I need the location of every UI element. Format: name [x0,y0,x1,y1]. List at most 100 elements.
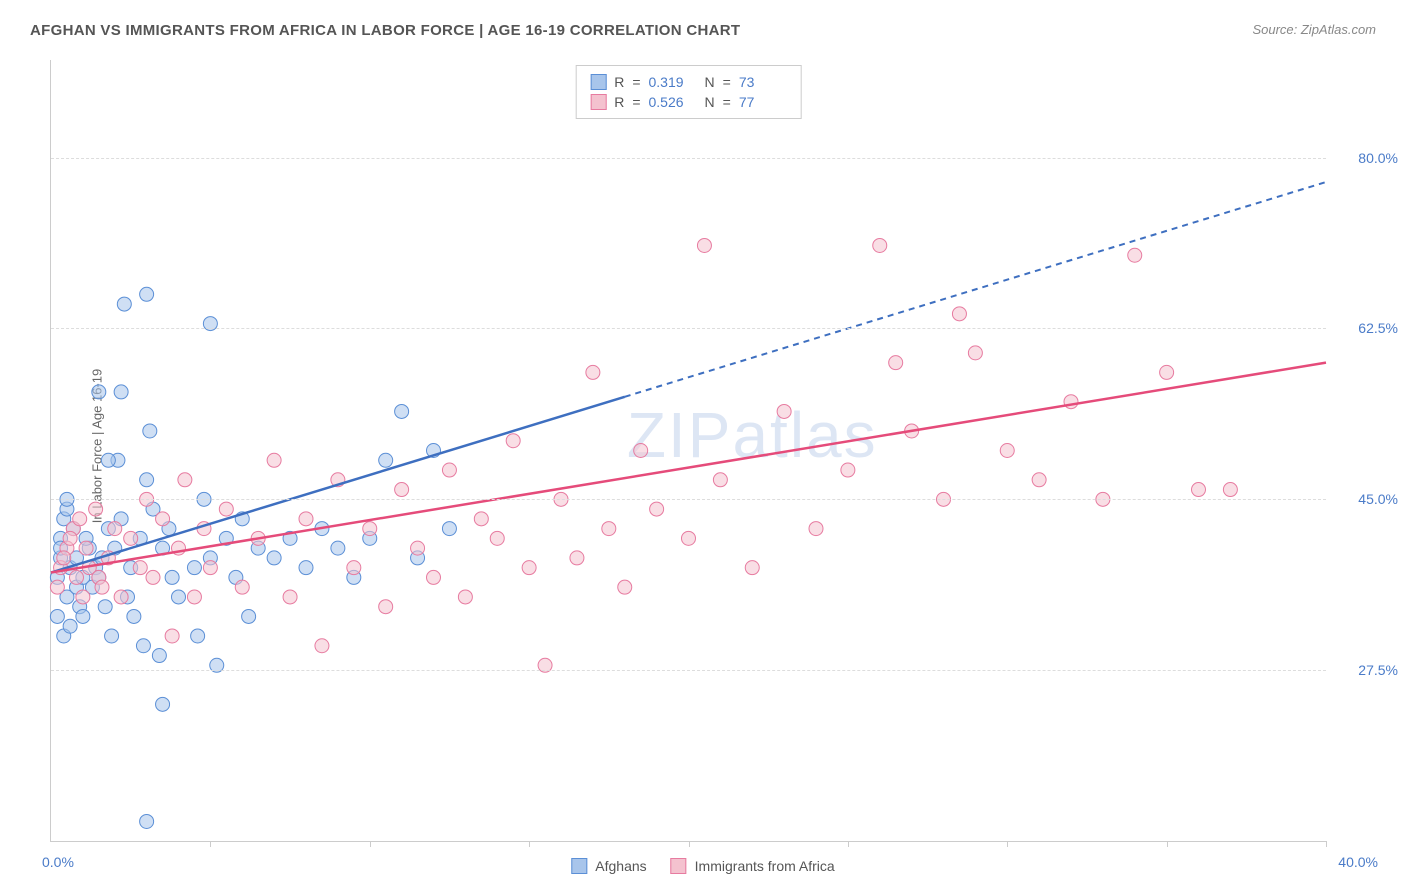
data-point [187,561,201,575]
data-point [506,434,520,448]
data-point [165,570,179,584]
data-point [1192,483,1206,497]
n-value-1: 73 [739,74,787,90]
legend-swatch-2 [671,858,687,874]
data-point [1160,365,1174,379]
data-point [50,609,64,623]
data-point [395,483,409,497]
x-tick [529,841,530,847]
x-tick [1326,841,1327,847]
chart-title: AFGHAN VS IMMIGRANTS FROM AFRICA IN LABO… [30,22,740,39]
data-point [187,590,201,604]
gridline [51,670,1326,671]
data-point [143,424,157,438]
data-point [1000,444,1014,458]
stats-row-2: R = 0.526 N = 77 [590,92,787,112]
data-point [968,346,982,360]
r-label: R [614,74,624,90]
data-point [299,561,313,575]
data-point [235,580,249,594]
data-point [63,531,77,545]
data-point [809,522,823,536]
data-point [777,404,791,418]
trend-line-dash [625,182,1326,397]
data-point [697,238,711,252]
x-tick [370,841,371,847]
data-point [191,629,205,643]
data-point [114,590,128,604]
data-point [331,541,345,555]
legend-swatch-1 [571,858,587,874]
x-tick [689,841,690,847]
data-point [602,522,616,536]
data-point [203,561,217,575]
legend-label-1: Afghans [595,858,646,874]
swatch-series-1 [590,74,606,90]
r-value-1: 0.319 [649,74,697,90]
data-point [618,580,632,594]
data-point [114,385,128,399]
data-point [1032,473,1046,487]
data-point [156,512,170,526]
eq-sign: = [723,94,731,110]
data-point [682,531,696,545]
data-point [267,551,281,565]
data-point [127,609,141,623]
eq-sign: = [632,74,640,90]
data-point [347,561,361,575]
x-max-label: 40.0% [1338,854,1378,870]
data-point [442,463,456,477]
data-point [117,297,131,311]
r-value-2: 0.526 [649,94,697,110]
data-point [76,609,90,623]
data-point [841,463,855,477]
bottom-legend: Afghans Immigrants from Africa [571,858,834,874]
y-tick-label: 27.5% [1358,662,1398,678]
x-tick [848,841,849,847]
data-point [873,238,887,252]
data-point [152,649,166,663]
data-point [283,590,297,604]
data-point [411,541,425,555]
data-point [70,570,84,584]
data-point [299,512,313,526]
legend-label-2: Immigrants from Africa [695,858,835,874]
n-label: N [705,94,715,110]
data-point [92,385,106,399]
stats-row-1: R = 0.319 N = 73 [590,72,787,92]
data-point [140,814,154,828]
eq-sign: = [632,94,640,110]
gridline [51,328,1326,329]
data-point [650,502,664,516]
data-point [76,590,90,604]
plot-area: ZIPatlas R = 0.319 N = 73 R = 0.526 N = … [50,60,1326,842]
data-point [178,473,192,487]
data-point [458,590,472,604]
n-label: N [705,74,715,90]
data-point [146,570,160,584]
legend-item-1: Afghans [571,858,646,874]
data-point [379,453,393,467]
data-point [79,541,93,555]
data-point [522,561,536,575]
data-point [1128,248,1142,262]
x-origin-label: 0.0% [42,854,74,870]
data-point [98,600,112,614]
eq-sign: = [723,74,731,90]
data-point [124,531,138,545]
data-point [889,356,903,370]
r-label: R [614,94,624,110]
data-point [95,580,109,594]
data-point [108,522,122,536]
data-point [586,365,600,379]
data-point [315,639,329,653]
data-point [172,590,186,604]
data-point [242,609,256,623]
data-point [267,453,281,467]
data-point [363,522,377,536]
data-point [379,600,393,614]
data-point [133,561,147,575]
swatch-series-2 [590,94,606,110]
gridline [51,158,1326,159]
data-point [140,473,154,487]
